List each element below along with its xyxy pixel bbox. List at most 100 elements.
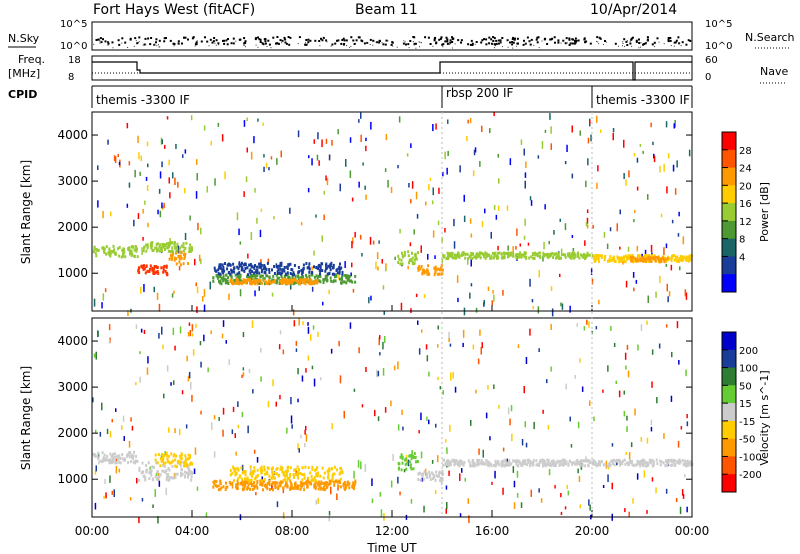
echo-band-cell xyxy=(166,475,169,479)
scatter-echo xyxy=(397,476,399,484)
scatter-echo xyxy=(593,416,595,422)
echo-band-cell xyxy=(315,474,318,478)
echo-band-cell xyxy=(189,250,192,254)
echo-band-cell xyxy=(321,466,324,470)
scatter-echo xyxy=(452,372,454,379)
scatter-echo xyxy=(298,318,300,326)
echo-band-cell xyxy=(676,460,679,464)
scatter-echo xyxy=(516,493,519,498)
scatter-echo xyxy=(420,245,422,253)
scatter-echo xyxy=(652,141,654,146)
scatter-echo xyxy=(472,344,475,350)
scatter-echo xyxy=(237,424,239,429)
noise-sample-dot xyxy=(564,42,567,45)
noise-sample-dot xyxy=(117,39,120,42)
scatter-echo xyxy=(160,454,163,459)
echo-band-cell xyxy=(122,247,125,251)
echo-band-cell xyxy=(308,262,311,266)
echo-band-cell xyxy=(238,262,241,266)
noise-sample-dot xyxy=(667,40,670,43)
echo-band-cell xyxy=(639,257,642,261)
noise-search-dot xyxy=(499,40,501,42)
scatter-echo xyxy=(379,352,381,356)
scatter-echo xyxy=(273,216,275,220)
echo-band-cell xyxy=(216,484,218,488)
echo-band-cell xyxy=(399,262,402,266)
echo-band-cell xyxy=(159,457,162,461)
echo-band-cell xyxy=(675,256,678,260)
echo-band-cell xyxy=(220,282,223,286)
echo-band-cell xyxy=(529,460,532,463)
noise-sample-dot xyxy=(223,42,226,45)
noise-sample-dot xyxy=(378,40,381,42)
scatter-echo xyxy=(438,187,440,194)
echo-band-cell xyxy=(514,459,517,463)
echo-band-cell xyxy=(324,481,327,485)
echo-band-cell xyxy=(244,262,247,266)
scatter-echo xyxy=(418,430,420,434)
echo-band-cell xyxy=(171,464,174,468)
noise-sample-dot xyxy=(149,43,152,46)
echo-band-cell xyxy=(275,265,278,269)
scatter-echo xyxy=(371,478,373,486)
scatter-echo xyxy=(489,128,491,134)
colorbar-swatch xyxy=(722,203,736,222)
echo-band-cell xyxy=(626,461,629,465)
noise-search-dot xyxy=(678,43,680,45)
echo-band-cell xyxy=(441,470,444,473)
noise-sample-dot xyxy=(360,39,363,42)
noise-sample-dot xyxy=(499,39,502,42)
echo-band-cell xyxy=(632,258,635,262)
noise-sample-dot xyxy=(385,39,388,42)
echo-band-cell xyxy=(621,459,624,463)
noise-sample-dot xyxy=(429,43,432,45)
scatter-echo xyxy=(474,147,477,153)
echo-band-cell xyxy=(112,455,115,459)
echo-band-cell xyxy=(156,269,159,273)
echo-band-cell xyxy=(93,245,96,249)
echo-band-cell xyxy=(594,254,597,257)
echo-band-cell xyxy=(435,268,438,272)
echo-band-cell xyxy=(273,272,276,275)
echo-band-cell xyxy=(645,461,648,465)
noise-sample-dot xyxy=(264,40,267,43)
echo-band-cell xyxy=(594,463,597,467)
echo-band-cell xyxy=(248,269,251,273)
scatter-echo xyxy=(682,493,685,499)
echo-band-cell xyxy=(297,266,300,269)
echo-band-cell xyxy=(562,458,565,462)
scatter-echo xyxy=(663,433,665,439)
scatter-echo xyxy=(615,380,617,384)
echo-band-cell xyxy=(118,460,121,464)
echo-band-cell xyxy=(101,246,104,250)
scatter-echo xyxy=(353,470,355,479)
echo-band-cell xyxy=(132,460,135,464)
noise-sample-dot xyxy=(460,39,463,42)
echo-band-cell xyxy=(288,276,291,280)
echo-band-cell xyxy=(322,281,325,284)
noise-search-dot xyxy=(528,41,530,43)
scatter-echo xyxy=(376,369,378,378)
scatter-echo xyxy=(381,259,383,264)
echo-band-cell xyxy=(532,459,535,463)
echo-band-cell xyxy=(317,487,320,491)
echo-band-cell xyxy=(487,253,490,257)
echo-band-cell xyxy=(254,477,257,481)
echo-band-cell xyxy=(247,275,250,279)
scatter-echo xyxy=(463,194,465,202)
noise-sample-dot xyxy=(512,41,515,44)
echo-band-cell xyxy=(431,472,434,476)
echo-band-cell xyxy=(680,259,683,263)
echo-band-cell xyxy=(190,478,193,482)
scatter-echo xyxy=(371,498,374,503)
echo-band-cell xyxy=(158,475,161,479)
colorbar-frame xyxy=(721,131,737,293)
scatter-echo xyxy=(607,365,609,372)
echo-band-cell xyxy=(582,459,585,463)
colorbar-swatch xyxy=(722,456,736,475)
scatter-echo xyxy=(343,410,345,419)
noise-sample-dot xyxy=(614,42,617,45)
noise-search-dot xyxy=(158,46,160,48)
noise-sample-dot xyxy=(343,39,346,42)
echo-band-cell xyxy=(94,251,97,255)
